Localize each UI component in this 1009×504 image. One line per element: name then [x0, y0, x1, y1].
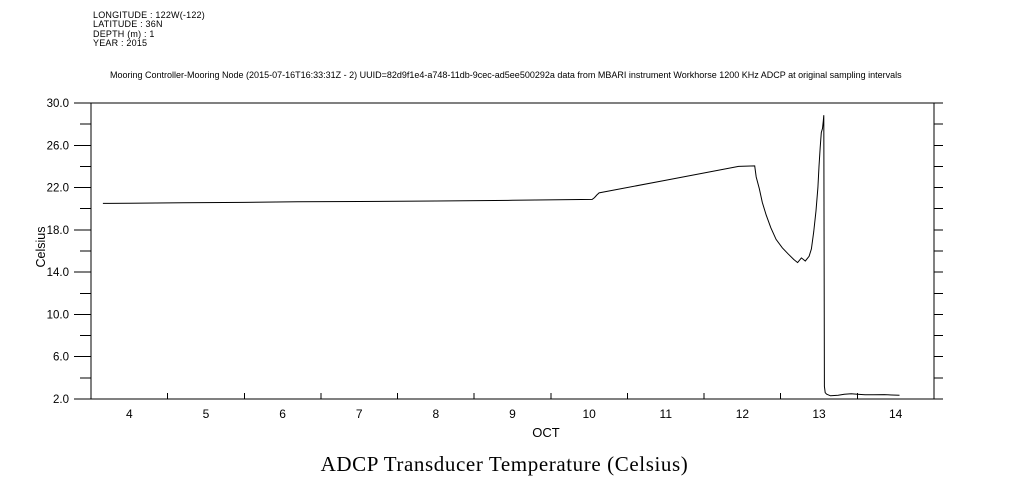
y-axis-tick-label: 6.0: [53, 352, 69, 364]
x-axis-title: OCT: [532, 425, 560, 440]
instrument-subtitle: Mooring Controller-Mooring Node (2015-07…: [110, 70, 902, 80]
y-axis-title: Celsius: [34, 227, 48, 268]
x-axis-tick-label: 9: [509, 407, 516, 421]
x-axis-tick-label: 12: [736, 407, 750, 421]
y-axis-tick-label: 2.0: [53, 394, 69, 406]
x-axis-tick-label: 5: [203, 407, 210, 421]
metadata-longitude: LONGITUDE : 122W(-122): [93, 10, 205, 20]
y-axis-tick-label: 14.0: [47, 267, 69, 279]
chart-title: ADCP Transducer Temperature (Celsius): [320, 452, 689, 476]
metadata-block: LONGITUDE : 122W(-122) LATITUDE : 36N DE…: [93, 10, 205, 49]
y-axis-tick-label: 10.0: [47, 309, 69, 321]
metadata-latitude: LATITUDE : 36N: [93, 19, 163, 30]
x-axis-tick-label: 6: [279, 407, 286, 421]
x-axis-tick-label: 11: [660, 407, 673, 421]
x-axis-tick-label: 14: [889, 407, 903, 421]
x-axis-tick-label: 4: [126, 407, 133, 421]
metadata-depth: DEPTH (m) : 1: [93, 28, 155, 39]
x-axis-tick-label: 10: [582, 407, 596, 421]
x-axis-tick-label: 7: [356, 407, 363, 421]
y-axis-tick-label: 18.0: [47, 225, 69, 237]
plot-frame: [90, 102, 935, 400]
temperature-series-line: [102, 115, 900, 397]
y-axis-tick-label: 30.0: [47, 98, 69, 110]
x-axis-tick-label: 8: [433, 407, 440, 421]
x-axis-tick-label: 13: [812, 407, 826, 421]
y-axis-tick-label: 22.0: [47, 183, 69, 195]
y-axis-tick-label: 26.0: [47, 140, 69, 152]
metadata-year: YEAR : 2015: [93, 38, 148, 49]
